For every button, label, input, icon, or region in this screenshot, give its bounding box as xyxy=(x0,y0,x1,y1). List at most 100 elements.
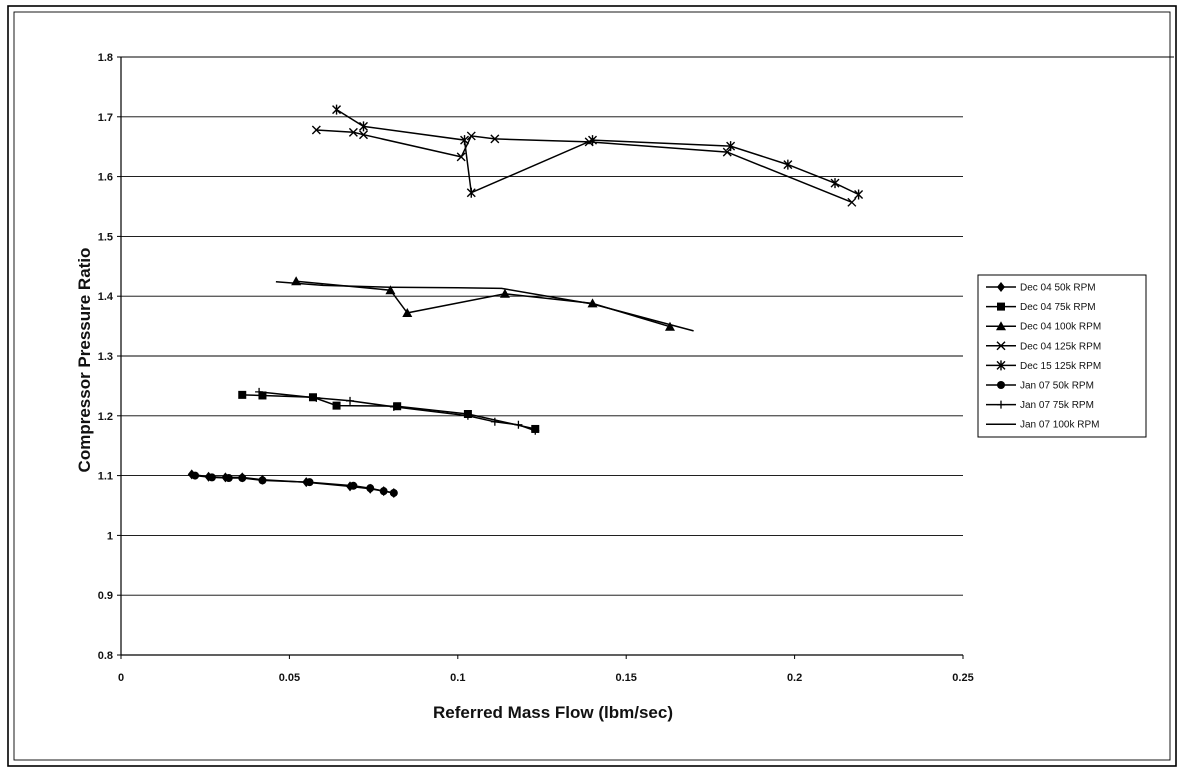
data-point xyxy=(463,411,472,420)
x-tick-label: 0.2 xyxy=(787,672,802,684)
legend-entry: Dec 15 125k RPM xyxy=(986,360,1101,372)
data-point xyxy=(389,488,398,497)
legend-label: Dec 04 100k RPM xyxy=(1020,322,1101,333)
data-point xyxy=(490,417,499,426)
series-line xyxy=(336,108,859,196)
series-1 xyxy=(238,390,540,433)
data-point xyxy=(207,473,216,482)
data-point xyxy=(255,387,264,396)
y-axis-label: Compressor Pressure Ratio xyxy=(75,248,94,473)
x-tick-label: 0.15 xyxy=(615,672,636,684)
y-tick-label: 1.2 xyxy=(98,411,113,423)
data-point xyxy=(359,130,368,140)
data-point xyxy=(456,152,466,162)
data-point xyxy=(726,141,736,152)
data-point xyxy=(349,481,358,490)
data-point xyxy=(332,401,341,410)
legend-marker xyxy=(996,341,1006,351)
outer-border xyxy=(7,5,1177,767)
series-6 xyxy=(255,387,540,435)
legend-box xyxy=(977,274,1147,438)
legend-label: Jan 07 50k RPM xyxy=(1020,381,1094,392)
legend-label: Dec 04 125k RPM xyxy=(1020,341,1101,352)
data-series xyxy=(187,104,864,498)
y-tick-label: 1.8 xyxy=(98,52,113,64)
x-tick-label: 0.1 xyxy=(450,672,465,684)
data-point xyxy=(385,285,396,295)
y-tick-label: 0.9 xyxy=(98,590,113,602)
data-point xyxy=(664,321,675,331)
series-2 xyxy=(291,276,675,331)
x-tick-labels: 0 0.05 0.1 0.15 0.2 0.25 xyxy=(118,672,974,684)
data-point xyxy=(238,390,247,399)
data-point xyxy=(847,197,857,207)
y-tick-label: 1.1 xyxy=(98,471,113,483)
data-point xyxy=(722,147,732,157)
series-4 xyxy=(332,104,864,200)
y-tick-label: 1.5 xyxy=(98,231,113,243)
legend-marker xyxy=(997,400,1005,409)
data-point xyxy=(402,307,413,317)
data-point xyxy=(238,473,247,482)
legend-entry: Dec 04 75k RPM xyxy=(986,302,1096,313)
y-tick-label: 1.6 xyxy=(98,172,113,184)
data-point xyxy=(490,134,500,144)
series-3 xyxy=(311,125,857,207)
legend-marker xyxy=(997,282,1005,292)
x-axis-label: Referred Mass Flow (lbm/sec) xyxy=(433,703,673,722)
data-point xyxy=(359,121,368,132)
y-tick-label: 1.7 xyxy=(98,112,113,124)
legend-marker xyxy=(996,360,1006,371)
data-point xyxy=(258,476,267,485)
legend-label: Dec 04 50k RPM xyxy=(1020,283,1096,294)
data-point xyxy=(258,391,267,400)
data-point xyxy=(783,159,793,170)
legend: Dec 04 50k RPM Dec 04 75k RPM Dec 04 100k … xyxy=(977,274,1147,438)
series-line xyxy=(275,281,694,332)
data-point xyxy=(531,426,540,435)
series-0 xyxy=(187,469,398,498)
series-line xyxy=(195,474,394,494)
data-point xyxy=(312,393,321,402)
data-point xyxy=(466,131,476,141)
data-point xyxy=(224,473,233,482)
series-line xyxy=(259,391,536,432)
data-point xyxy=(389,402,398,411)
y-tick-label: 1.4 xyxy=(98,291,114,303)
data-point xyxy=(346,396,355,405)
data-point xyxy=(830,178,840,189)
legend-marker xyxy=(997,381,1005,389)
series-7 xyxy=(275,281,694,332)
inner-border xyxy=(13,11,1171,761)
data-point xyxy=(499,288,510,298)
data-point xyxy=(348,127,358,137)
data-point xyxy=(311,125,321,135)
legend-marker xyxy=(996,321,1006,331)
y-tick-labels: 0.8 0.9 1 1.1 1.2 1.3 1.4 1.5 1.6 1.7 1.8 xyxy=(98,52,114,662)
legend-entry: Jan 07 100k RPM xyxy=(986,420,1100,431)
data-point xyxy=(379,487,388,496)
series-line xyxy=(242,394,536,430)
legend-label: Dec 15 125k RPM xyxy=(1020,361,1101,372)
data-point xyxy=(191,471,200,480)
legend-label: Dec 04 75k RPM xyxy=(1020,302,1096,313)
data-point xyxy=(514,420,523,429)
x-tick-label: 0.25 xyxy=(952,672,973,684)
gridlines xyxy=(121,56,1174,596)
legend-entry: Dec 04 100k RPM xyxy=(986,321,1101,333)
series-5 xyxy=(191,471,398,497)
data-point xyxy=(366,484,375,493)
series-line xyxy=(316,129,853,203)
y-tick-label: 0.8 xyxy=(98,650,113,662)
data-point xyxy=(588,135,598,146)
y-tick-label: 1.3 xyxy=(98,351,113,363)
data-point xyxy=(305,478,314,487)
x-tick-label: 0 xyxy=(118,672,124,684)
legend-entry: Jan 07 75k RPM xyxy=(986,400,1094,411)
data-point xyxy=(466,187,476,198)
legend-entry: Dec 04 125k RPM xyxy=(986,341,1101,352)
legend-label: Jan 07 75k RPM xyxy=(1020,400,1094,411)
data-point xyxy=(332,104,342,115)
data-point xyxy=(460,135,470,146)
axes xyxy=(117,56,964,659)
